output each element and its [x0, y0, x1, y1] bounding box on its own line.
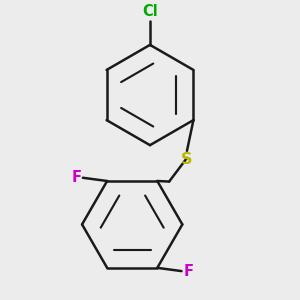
Text: S: S: [181, 152, 193, 167]
Text: Cl: Cl: [142, 4, 158, 19]
Text: F: F: [183, 264, 193, 279]
Text: F: F: [71, 170, 81, 185]
